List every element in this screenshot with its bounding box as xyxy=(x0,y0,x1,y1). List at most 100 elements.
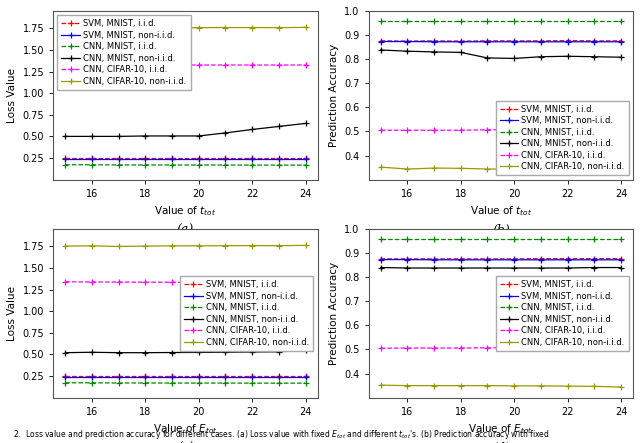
SVM, MNIST, i.i.d. xyxy=(377,38,385,43)
CNN, MNIST, i.i.d. xyxy=(457,237,465,242)
CNN, CIFAR-10, i.i.d. xyxy=(430,346,438,351)
CNN, MNIST, non-i.i.d. xyxy=(61,350,69,355)
CNN, CIFAR-10, i.i.d. xyxy=(275,62,283,68)
SVM, MNIST, non-i.i.d. xyxy=(301,374,309,380)
CNN, CIFAR-10, non-i.i.d. xyxy=(275,25,283,30)
X-axis label: Value of $t_{tot}$: Value of $t_{tot}$ xyxy=(470,204,532,218)
CNN, CIFAR-10, i.i.d. xyxy=(61,63,69,68)
Legend: SVM, MNIST, i.i.d., SVM, MNIST, non-i.i.d., CNN, MNIST, i.i.d., CNN, MNIST, non-: SVM, MNIST, i.i.d., SVM, MNIST, non-i.i.… xyxy=(180,276,314,351)
Line: CNN, MNIST, i.i.d.: CNN, MNIST, i.i.d. xyxy=(62,380,308,386)
CNN, MNIST, non-i.i.d. xyxy=(377,47,385,53)
CNN, MNIST, non-i.i.d. xyxy=(404,265,412,271)
CNN, CIFAR-10, non-i.i.d. xyxy=(195,25,202,30)
CNN, MNIST, i.i.d. xyxy=(564,19,572,24)
CNN, MNIST, non-i.i.d. xyxy=(88,134,96,139)
CNN, MNIST, non-i.i.d. xyxy=(141,350,149,355)
CNN, CIFAR-10, non-i.i.d. xyxy=(141,244,149,249)
CNN, CIFAR-10, non-i.i.d. xyxy=(484,383,492,388)
CNN, CIFAR-10, non-i.i.d. xyxy=(617,168,625,174)
SVM, MNIST, non-i.i.d. xyxy=(195,374,202,380)
SVM, MNIST, i.i.d. xyxy=(457,39,465,44)
CNN, MNIST, i.i.d. xyxy=(195,163,202,168)
CNN, CIFAR-10, i.i.d. xyxy=(430,128,438,133)
CNN, MNIST, non-i.i.d. xyxy=(221,130,229,136)
Line: SVM, MNIST, non-i.i.d.: SVM, MNIST, non-i.i.d. xyxy=(378,256,624,263)
CNN, CIFAR-10, non-i.i.d. xyxy=(61,244,69,249)
CNN, CIFAR-10, non-i.i.d. xyxy=(221,25,229,30)
CNN, CIFAR-10, non-i.i.d. xyxy=(404,383,412,388)
CNN, MNIST, i.i.d. xyxy=(88,380,96,385)
SVM, MNIST, i.i.d. xyxy=(564,256,572,261)
Line: SVM, MNIST, i.i.d.: SVM, MNIST, i.i.d. xyxy=(62,373,308,380)
CNN, MNIST, i.i.d. xyxy=(115,162,122,167)
CNN, CIFAR-10, i.i.d. xyxy=(88,280,96,285)
CNN, MNIST, i.i.d. xyxy=(275,163,283,168)
CNN, MNIST, non-i.i.d. xyxy=(617,54,625,60)
CNN, CIFAR-10, non-i.i.d. xyxy=(195,243,202,249)
SVM, MNIST, non-i.i.d. xyxy=(275,374,283,380)
SVM, MNIST, i.i.d. xyxy=(248,374,256,379)
SVM, MNIST, non-i.i.d. xyxy=(484,39,492,44)
SVM, MNIST, i.i.d. xyxy=(537,256,545,261)
CNN, CIFAR-10, i.i.d. xyxy=(617,345,625,350)
CNN, CIFAR-10, non-i.i.d. xyxy=(591,167,598,172)
SVM, MNIST, non-i.i.d. xyxy=(617,39,625,44)
SVM, MNIST, i.i.d. xyxy=(275,374,283,379)
SVM, MNIST, i.i.d. xyxy=(115,156,122,161)
SVM, MNIST, non-i.i.d. xyxy=(275,156,283,162)
SVM, MNIST, non-i.i.d. xyxy=(537,257,545,263)
CNN, MNIST, i.i.d. xyxy=(430,237,438,242)
SVM, MNIST, i.i.d. xyxy=(61,156,69,161)
CNN, CIFAR-10, non-i.i.d. xyxy=(115,244,122,249)
SVM, MNIST, i.i.d. xyxy=(510,38,518,43)
CNN, CIFAR-10, non-i.i.d. xyxy=(430,165,438,171)
CNN, MNIST, i.i.d. xyxy=(591,237,598,242)
CNN, CIFAR-10, non-i.i.d. xyxy=(301,25,309,30)
CNN, MNIST, non-i.i.d. xyxy=(301,347,309,353)
SVM, MNIST, non-i.i.d. xyxy=(457,257,465,263)
Y-axis label: Prediction Accuracy: Prediction Accuracy xyxy=(329,262,339,365)
CNN, CIFAR-10, i.i.d. xyxy=(248,62,256,68)
CNN, CIFAR-10, i.i.d. xyxy=(510,345,518,350)
CNN, CIFAR-10, i.i.d. xyxy=(221,280,229,285)
SVM, MNIST, i.i.d. xyxy=(168,374,176,379)
Legend: SVM, MNIST, i.i.d., SVM, MNIST, non-i.i.d., CNN, MNIST, i.i.d., CNN, MNIST, non-: SVM, MNIST, i.i.d., SVM, MNIST, non-i.i.… xyxy=(58,15,191,90)
Text: (d): (d) xyxy=(492,442,509,443)
CNN, MNIST, non-i.i.d. xyxy=(275,349,283,354)
CNN, CIFAR-10, non-i.i.d. xyxy=(88,25,96,31)
SVM, MNIST, non-i.i.d. xyxy=(88,156,96,162)
CNN, CIFAR-10, i.i.d. xyxy=(404,346,412,351)
CNN, CIFAR-10, i.i.d. xyxy=(195,280,202,285)
CNN, CIFAR-10, i.i.d. xyxy=(88,62,96,68)
CNN, MNIST, i.i.d. xyxy=(377,19,385,24)
CNN, MNIST, non-i.i.d. xyxy=(591,265,598,270)
SVM, MNIST, non-i.i.d. xyxy=(168,374,176,380)
CNN, MNIST, i.i.d. xyxy=(510,19,518,24)
CNN, CIFAR-10, i.i.d. xyxy=(564,127,572,132)
CNN, MNIST, i.i.d. xyxy=(61,162,69,167)
CNN, CIFAR-10, i.i.d. xyxy=(404,128,412,133)
CNN, CIFAR-10, i.i.d. xyxy=(141,62,149,68)
CNN, MNIST, non-i.i.d. xyxy=(195,133,202,139)
SVM, MNIST, non-i.i.d. xyxy=(484,257,492,263)
CNN, MNIST, non-i.i.d. xyxy=(591,54,598,59)
CNN, CIFAR-10, i.i.d. xyxy=(591,345,598,350)
SVM, MNIST, i.i.d. xyxy=(141,374,149,379)
CNN, CIFAR-10, non-i.i.d. xyxy=(457,166,465,171)
SVM, MNIST, non-i.i.d. xyxy=(301,156,309,162)
CNN, CIFAR-10, i.i.d. xyxy=(301,62,309,68)
CNN, CIFAR-10, i.i.d. xyxy=(537,127,545,132)
SVM, MNIST, non-i.i.d. xyxy=(404,39,412,44)
CNN, CIFAR-10, non-i.i.d. xyxy=(591,384,598,389)
Line: CNN, CIFAR-10, non-i.i.d.: CNN, CIFAR-10, non-i.i.d. xyxy=(378,382,624,390)
CNN, CIFAR-10, non-i.i.d. xyxy=(377,164,385,170)
SVM, MNIST, i.i.d. xyxy=(301,374,309,379)
SVM, MNIST, non-i.i.d. xyxy=(248,374,256,380)
X-axis label: Value of $E_{tot}$: Value of $E_{tot}$ xyxy=(153,422,218,436)
CNN, CIFAR-10, non-i.i.d. xyxy=(537,383,545,389)
CNN, CIFAR-10, i.i.d. xyxy=(168,280,176,285)
Line: SVM, MNIST, non-i.i.d.: SVM, MNIST, non-i.i.d. xyxy=(62,374,308,380)
SVM, MNIST, i.i.d. xyxy=(195,374,202,379)
SVM, MNIST, i.i.d. xyxy=(537,38,545,43)
CNN, MNIST, i.i.d. xyxy=(457,19,465,24)
